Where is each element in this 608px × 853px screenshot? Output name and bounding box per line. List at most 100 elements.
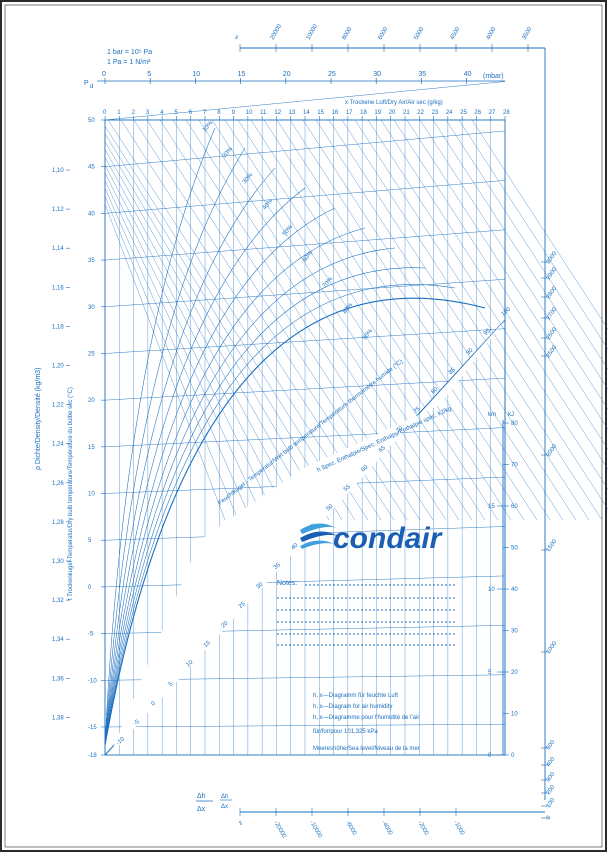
diagonal-tick-label: 100 bbox=[500, 306, 512, 317]
right-scale-label: 2500 bbox=[546, 344, 559, 359]
diagonal-tick-label: 85 bbox=[448, 367, 457, 376]
density-tick-label: 1,10 bbox=[52, 168, 64, 174]
pa-definition: 1 Pa = 1 N/m² bbox=[107, 59, 151, 66]
density-tick-label: 1,28 bbox=[52, 520, 64, 526]
km-tick-label: 0 bbox=[488, 753, 492, 759]
bottom-scale-label: -2000 bbox=[416, 820, 429, 837]
x-tick-label: 2 bbox=[132, 110, 136, 116]
enthalpy-line bbox=[380, 119, 608, 470]
density-axis-title: ρ Dichte/Density/Densité (kg/m3) bbox=[35, 368, 42, 470]
rh-label: 70% bbox=[322, 276, 335, 290]
enthalpy-line bbox=[302, 119, 564, 521]
enthalpy-line bbox=[315, 119, 577, 521]
enthalpy-line bbox=[354, 119, 608, 510]
top-protractor-scale: ∞ 20000 10000 8000 6000 5000 4500 4000 3500 bbox=[234, 23, 546, 300]
notes-lines bbox=[277, 584, 455, 646]
density-tick-label: 1,36 bbox=[52, 676, 64, 682]
ratio-numerator-small: Δh bbox=[221, 794, 228, 800]
x-tick-label: 21 bbox=[403, 110, 410, 116]
rh-curve bbox=[104, 127, 216, 746]
pressure-tick-label: 0 bbox=[102, 71, 106, 78]
diagonal-tick-label: 35 bbox=[273, 562, 282, 571]
density-tick-label: 1,34 bbox=[52, 637, 64, 643]
enthalpy-line bbox=[104, 203, 226, 521]
temp-tick-label: 50 bbox=[88, 118, 95, 124]
rh-label: 50% bbox=[282, 224, 295, 238]
x-tick-label: 24 bbox=[446, 110, 453, 116]
enthalpy-line bbox=[289, 119, 551, 521]
diagonal-tick-label: -5 bbox=[133, 719, 141, 727]
bar-definition: 1 bar = 10⁵ Pa bbox=[107, 49, 152, 56]
top-scale-label: 4500 bbox=[450, 26, 462, 41]
enthalpy-line bbox=[393, 119, 608, 450]
enthalpy-line bbox=[104, 180, 265, 521]
right-scale-label: 2900 bbox=[546, 266, 559, 281]
diagonal-tick-label: 50 bbox=[325, 503, 334, 512]
enthalpy-line bbox=[104, 149, 317, 521]
isotherm-line bbox=[104, 279, 506, 307]
top-scale-label: 10000 bbox=[306, 23, 320, 41]
density-tick-label: 1,12 bbox=[52, 207, 64, 213]
x-tick-label: 3 bbox=[146, 110, 150, 116]
x-tick-label: 8 bbox=[217, 110, 221, 116]
kj-tick-label: 40 bbox=[511, 587, 518, 593]
temp-tick-label: 10 bbox=[88, 492, 95, 498]
temp-tick-label: 20 bbox=[88, 398, 95, 404]
right-scale-label: 100 bbox=[546, 797, 557, 809]
right-protractor-scale: 3000290028002700260025002000150010005004… bbox=[541, 250, 559, 821]
pressure-tick-label: 30 bbox=[373, 71, 381, 78]
enthalpy-line bbox=[419, 119, 608, 410]
top-scale-label: 5000 bbox=[414, 26, 426, 41]
left-axis-ticks: 50454035302520151050-5-10-15-181,101,121… bbox=[52, 118, 105, 759]
temp-tick-label: 35 bbox=[88, 258, 95, 264]
enthalpy-line bbox=[224, 119, 486, 521]
x-tick-label: 4 bbox=[160, 110, 164, 116]
top-scale-label: 4000 bbox=[486, 26, 498, 41]
temp-tick-label: 15 bbox=[88, 445, 95, 451]
diagonal-tick-label: 95 bbox=[483, 328, 492, 337]
diagonal-tick-labels: -10-505101520253035404550556065707580859… bbox=[115, 306, 512, 746]
density-tick-label: 1,32 bbox=[52, 598, 64, 604]
page-inner-border bbox=[4, 4, 603, 848]
right-scale-label: 500 bbox=[546, 739, 557, 751]
diagonal-tick-label: 90 bbox=[465, 347, 474, 356]
diagonal-tick-label: 80 bbox=[430, 386, 439, 395]
enthalpy-line bbox=[432, 119, 608, 390]
legend-pressure: für/for/pour 101,325 kPa bbox=[313, 729, 378, 735]
kj-tick-label: 60 bbox=[511, 504, 518, 510]
right-scale-label: 2600 bbox=[546, 326, 559, 341]
temperature-axis-title: t Trockenkugel-Temperatur/Dry bulb tempe… bbox=[68, 387, 74, 600]
x-tick-label: 23 bbox=[432, 110, 439, 116]
x-tick-label: 10 bbox=[246, 110, 253, 116]
x-tick-label: 17 bbox=[346, 110, 353, 116]
logo-swoosh-top bbox=[300, 523, 336, 534]
enthalpy-line bbox=[104, 196, 239, 521]
ratio-denominator: Δx bbox=[197, 806, 206, 813]
kj-tick-label: 0 bbox=[511, 753, 515, 759]
bottom-scale-label: ∞ bbox=[236, 820, 243, 827]
bottom-scale-label: -20000 bbox=[272, 820, 287, 840]
temp-tick-label: 0 bbox=[88, 585, 92, 591]
rh-label: 80% bbox=[342, 302, 355, 316]
bottom-scale-label: -4000 bbox=[380, 820, 393, 837]
right-scale-label: 1500 bbox=[546, 538, 559, 553]
temp-tick-label: 40 bbox=[88, 211, 95, 217]
km-label: km bbox=[488, 412, 496, 418]
enthalpy-line bbox=[250, 119, 512, 521]
pressure-tick-label: 5 bbox=[147, 71, 151, 78]
rh-label: 90% bbox=[362, 328, 375, 342]
pressure-tick-label: 35 bbox=[418, 71, 426, 78]
x-tick-label: 13 bbox=[289, 110, 296, 116]
enthalpy-line bbox=[406, 119, 608, 430]
top-scale-label: 6000 bbox=[378, 26, 390, 41]
kj-tick-label: 50 bbox=[511, 546, 518, 552]
right-scale-label: 2700 bbox=[546, 306, 559, 321]
pressure-tick-label: 10 bbox=[192, 71, 200, 78]
bottom-protractor-scale: ∞ -20000 -10000 -6000 -4000 -2000 -1000 bbox=[236, 808, 545, 840]
pressure-tick-label: 15 bbox=[238, 71, 246, 78]
isotherm-line bbox=[104, 427, 506, 448]
km-tick-label: 5 bbox=[488, 670, 492, 676]
enthalpy-line bbox=[104, 125, 356, 521]
x-tick-label: 26 bbox=[474, 110, 481, 116]
